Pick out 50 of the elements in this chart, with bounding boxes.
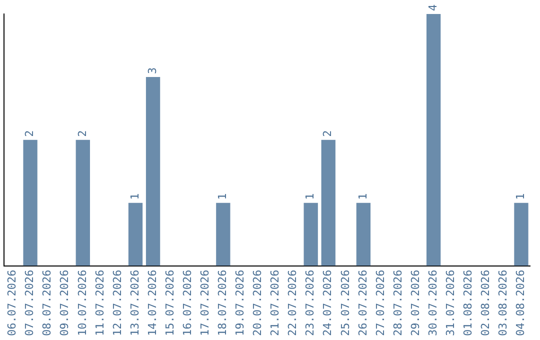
bar (514, 202, 528, 266)
x-tick-label: 31.07.2026 (444, 270, 457, 336)
x-tick-label: 26.07.2026 (356, 270, 370, 336)
x-tick-label: 25.07.2026 (338, 270, 352, 336)
x-tick-label: 21.07.2026 (268, 270, 282, 336)
x-tick-label: 16.07.2026 (180, 270, 194, 336)
x-tick-label: 12.07.2026 (110, 270, 124, 336)
data-label: 4 (426, 4, 440, 11)
data-label: 2 (23, 130, 36, 137)
data-label: 1 (304, 193, 317, 200)
data-label: 1 (216, 193, 230, 200)
x-tick-label: 18.07.2026 (216, 270, 230, 336)
x-tick-label: 20.07.2026 (251, 270, 264, 336)
x-tick-label: 23.07.2026 (304, 270, 317, 336)
bar (76, 140, 90, 266)
bar (321, 140, 336, 266)
x-tick-label: 03.08.2026 (496, 270, 510, 336)
x-tick-label: 17.07.2026 (198, 270, 212, 336)
bar (304, 202, 318, 266)
bar (216, 202, 230, 266)
data-label: 1 (356, 193, 370, 200)
data-label: 1 (128, 193, 142, 200)
x-tick-label: 28.07.2026 (391, 270, 404, 336)
bar (23, 140, 38, 266)
x-tick-label: 19.07.2026 (234, 270, 247, 336)
x-tick-label: 07.07.2026 (23, 270, 36, 336)
x-tick-label: 14.07.2026 (146, 270, 159, 336)
x-tick-label: 13.07.2026 (128, 270, 142, 336)
x-tick-label: 09.07.2026 (58, 270, 72, 336)
x-tick-label: 27.07.2026 (374, 270, 387, 336)
x-tick-label: 15.07.2026 (163, 270, 176, 336)
x-tick-label: 02.08.2026 (479, 270, 492, 336)
bar (128, 202, 143, 266)
x-tick-label: 22.07.2026 (286, 270, 300, 336)
x-tick-label: 06.07.2026 (6, 270, 19, 336)
x-tick-label: 11.07.2026 (93, 270, 106, 336)
bar (146, 76, 160, 266)
x-tick-label: 10.07.2026 (76, 270, 89, 336)
x-tick-label: 01.08.2026 (461, 270, 474, 336)
x-tick-label: 04.08.2026 (514, 270, 528, 336)
bar (356, 202, 371, 266)
x-tick-label: 29.07.2026 (408, 270, 422, 336)
data-label: 2 (321, 130, 334, 137)
data-label: 1 (514, 193, 528, 200)
x-tick-label: 08.07.2026 (40, 270, 54, 336)
x-tick-label: 30.07.2026 (426, 270, 440, 336)
x-tick-label: 24.07.2026 (321, 270, 334, 336)
data-label: 2 (76, 130, 89, 137)
bar (426, 14, 441, 266)
data-label: 3 (146, 67, 159, 74)
